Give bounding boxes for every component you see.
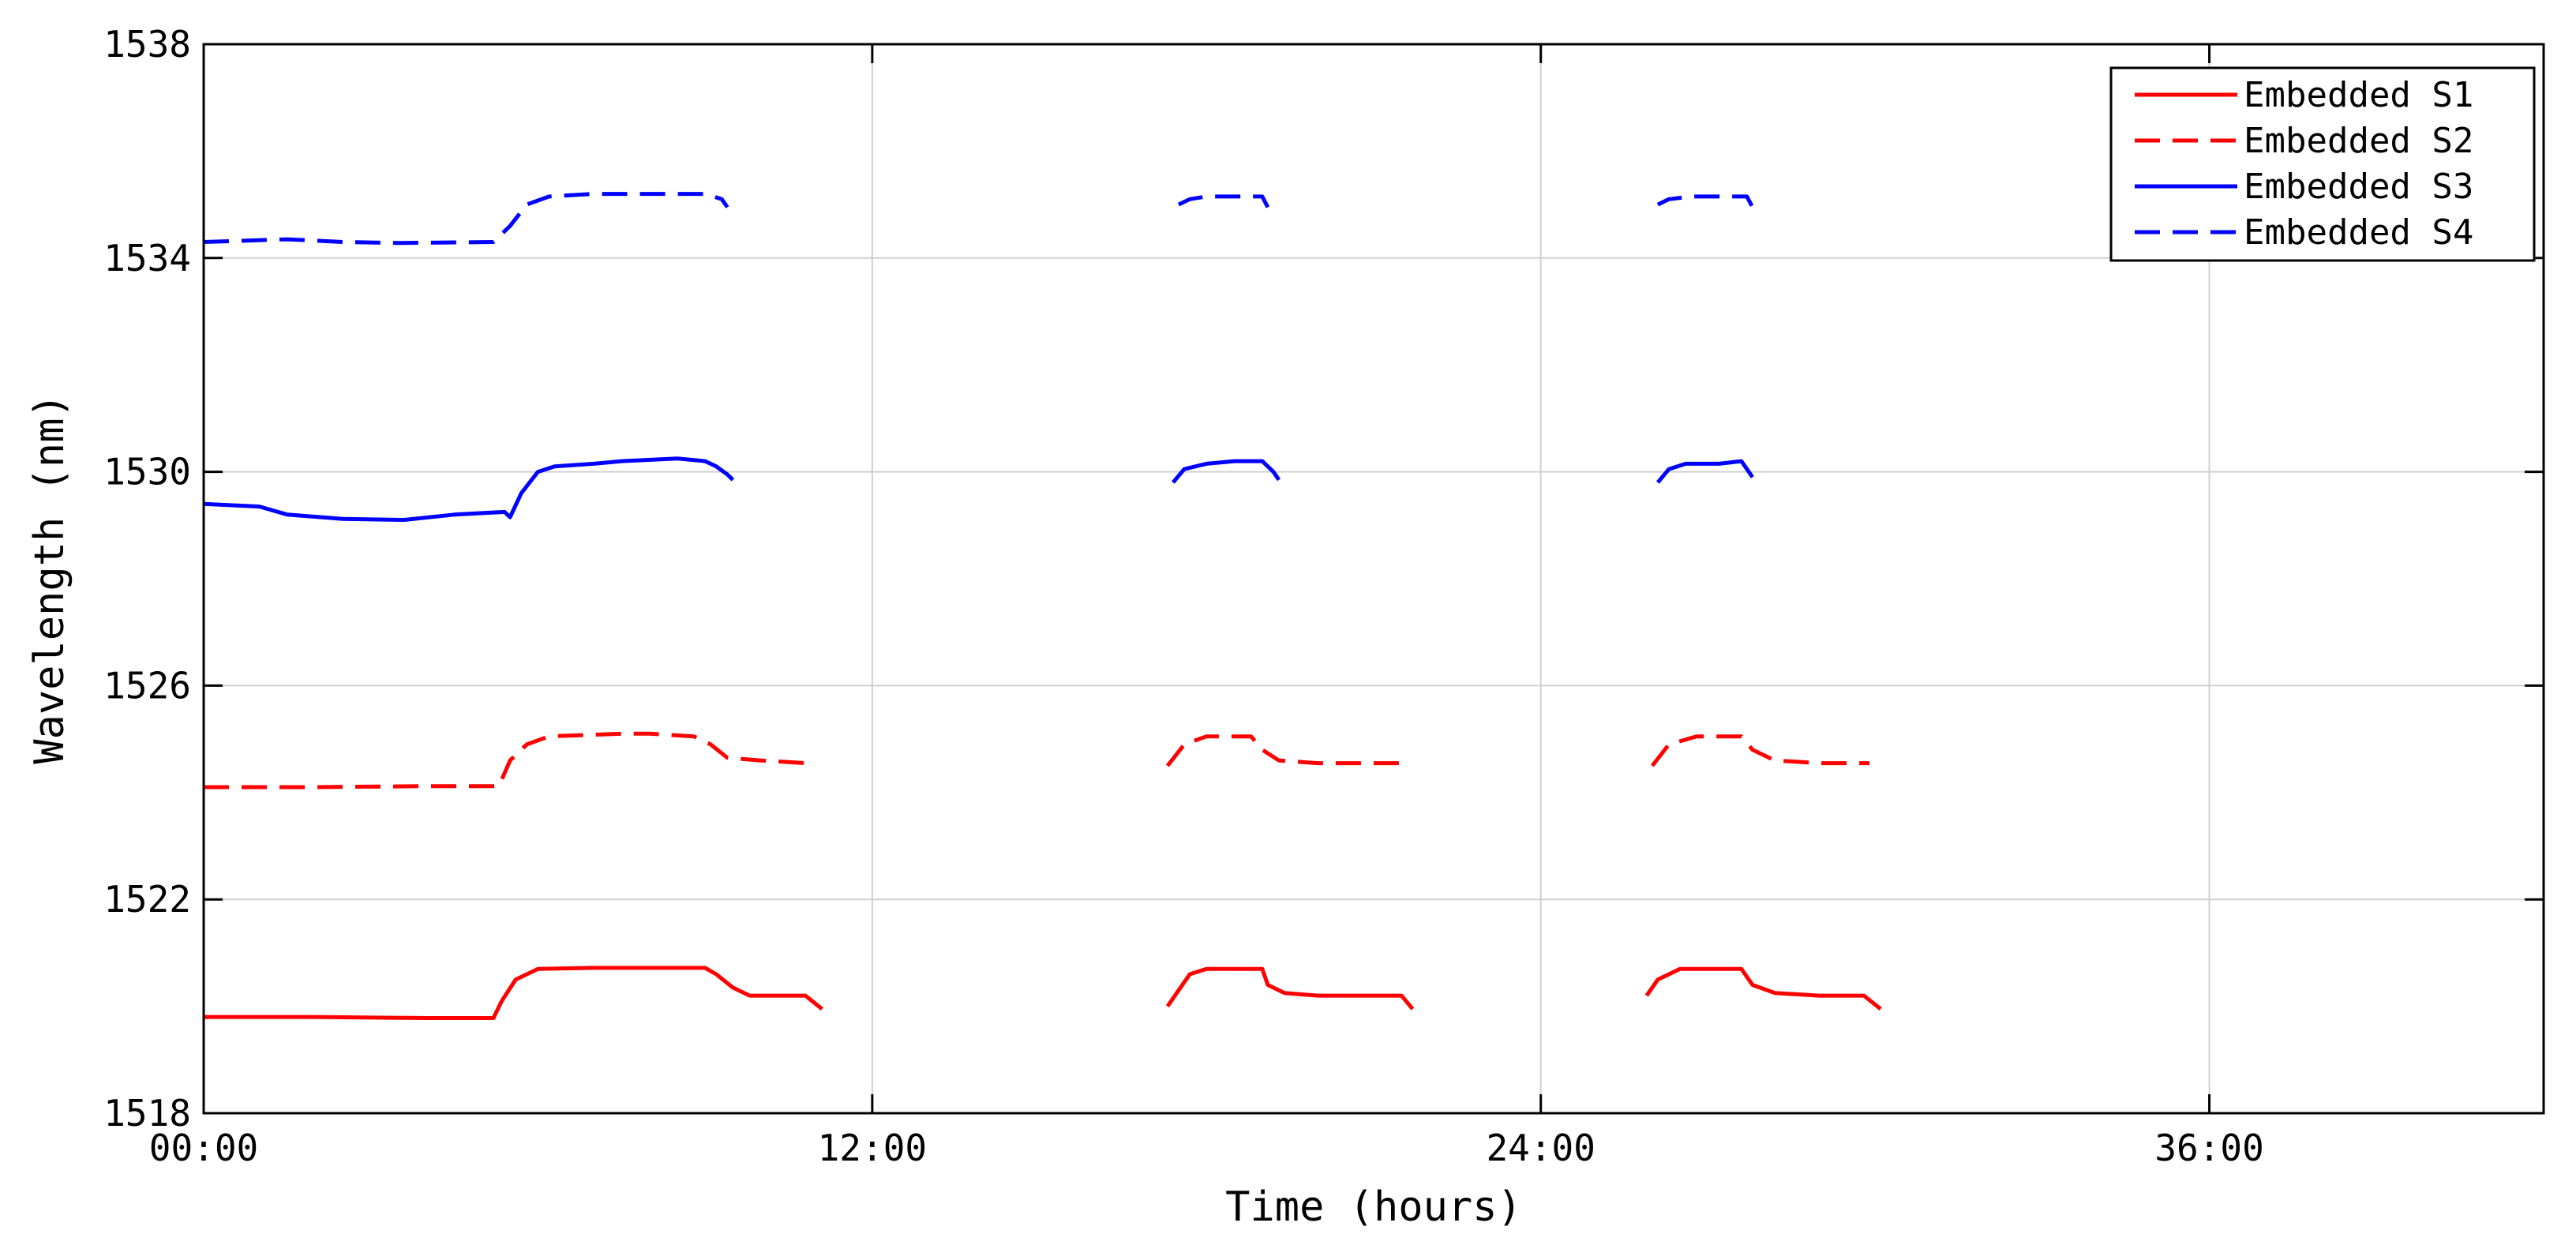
legend-label: Embedded S1 — [2244, 75, 2473, 115]
legend-label: Embedded S3 — [2244, 167, 2473, 207]
y-tick-label: 1518 — [103, 1092, 191, 1135]
embedded-s3-line-segment-3 — [1655, 459, 1754, 484]
y-tick-label: 1522 — [103, 878, 191, 921]
embedded-s4-line-segment-3 — [1656, 194, 1755, 208]
legend-label: Embedded S2 — [2244, 121, 2473, 161]
y-tick-label: 1530 — [103, 451, 191, 493]
embedded-s3-line-segment-1 — [203, 456, 735, 522]
embedded-s2-line-segment-1 — [204, 731, 806, 790]
y-tick-label: 1538 — [103, 23, 191, 66]
embedded-s4-line-segment-2 — [1177, 194, 1270, 208]
embedded-s1-line-segment-2 — [1165, 966, 1415, 1011]
embedded-s1-line-segment-1 — [204, 966, 823, 1020]
legend-box — [2109, 66, 2536, 262]
embedded-s4-line-segment-1 — [203, 192, 729, 246]
x-axis-label: Time (hours) — [1225, 1183, 1522, 1231]
y-tick-label: 1526 — [103, 664, 191, 707]
axis-ticks — [202, 43, 2544, 1115]
tick-labels: 00:00 12:00 24:00 36:00 1518 1522 1526 1530 1534… — [103, 23, 2264, 1169]
y-axis-label: Wavelength (nm) — [26, 393, 73, 764]
x-tick-label: 24:00 — [1486, 1127, 1595, 1169]
legend-label: Embedded S4 — [2244, 212, 2473, 253]
x-tick-label: 36:00 — [2154, 1127, 2263, 1169]
embedded-s3-line-segment-2 — [1171, 459, 1281, 484]
legend: Embedded S1 Embedded S2 Embedded S3 Embedde… — [2109, 66, 2536, 262]
embedded-s2-line-segment-2 — [1165, 734, 1402, 767]
axes-frame — [202, 43, 2545, 1115]
x-tick-label: 00:00 — [149, 1127, 258, 1169]
embedded-s1-line-segment-3 — [1644, 966, 1882, 1011]
y-tick-label: 1534 — [103, 237, 191, 279]
x-tick-label: 12:00 — [818, 1127, 927, 1169]
embedded-s2-line-segment-3 — [1650, 734, 1870, 767]
plot-area — [203, 192, 1882, 1020]
